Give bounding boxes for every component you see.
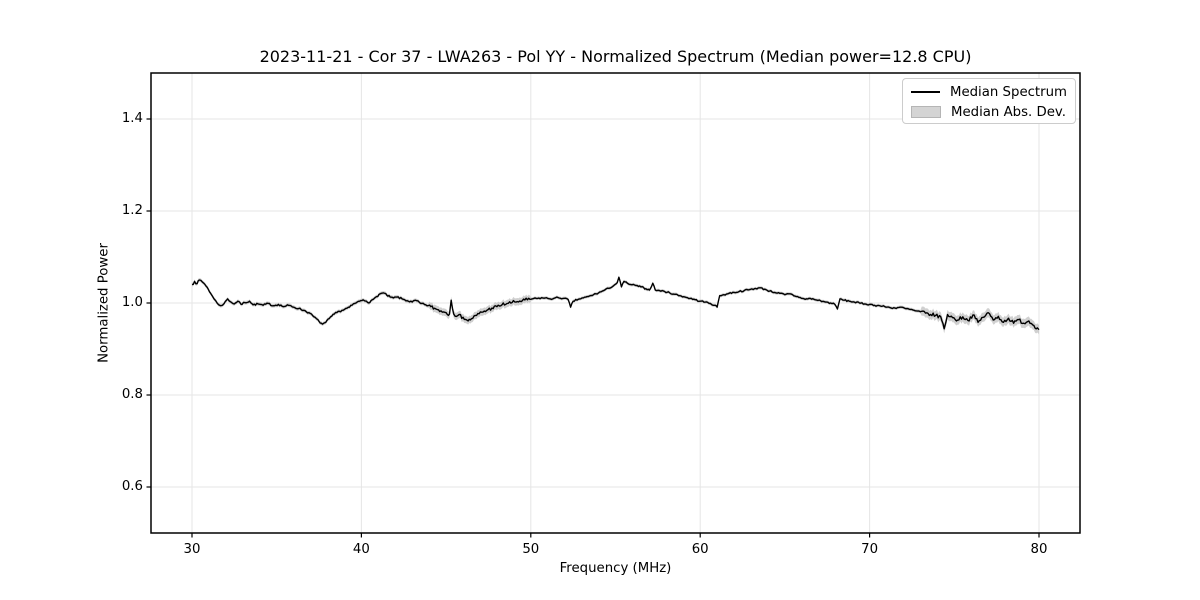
legend: Median Spectrum Median Abs. Dev.: [902, 78, 1076, 124]
x-tick-label: 30: [183, 542, 201, 557]
legend-label: Median Abs. Dev.: [951, 104, 1066, 120]
x-tick-label: 40: [352, 542, 370, 557]
y-tick-label: 1.4: [121, 111, 143, 126]
chart-title: 2023-11-21 - Cor 37 - LWA263 - Pol YY - …: [259, 47, 972, 66]
x-tick-label: 60: [691, 542, 709, 557]
median-spectrum-line: [191, 276, 1040, 331]
y-tick-label: 0.6: [121, 479, 143, 494]
legend-entry-median-spectrum: Median Spectrum: [911, 82, 1067, 102]
x-tick-label: 70: [861, 542, 879, 557]
x-axis-label: Frequency (MHz): [559, 561, 672, 576]
y-tick-label: 1.2: [121, 203, 143, 218]
y-tick-label: 1.0: [121, 295, 143, 310]
legend-line-swatch: [911, 91, 940, 93]
x-tick-label: 50: [522, 542, 540, 557]
legend-label: Median Spectrum: [949, 84, 1067, 100]
x-tick-label: 80: [1030, 542, 1048, 557]
legend-entry-median-abs-dev: Median Abs. Dev.: [911, 102, 1067, 122]
y-tick-label: 0.8: [121, 387, 143, 402]
legend-patch-swatch: [911, 106, 941, 118]
